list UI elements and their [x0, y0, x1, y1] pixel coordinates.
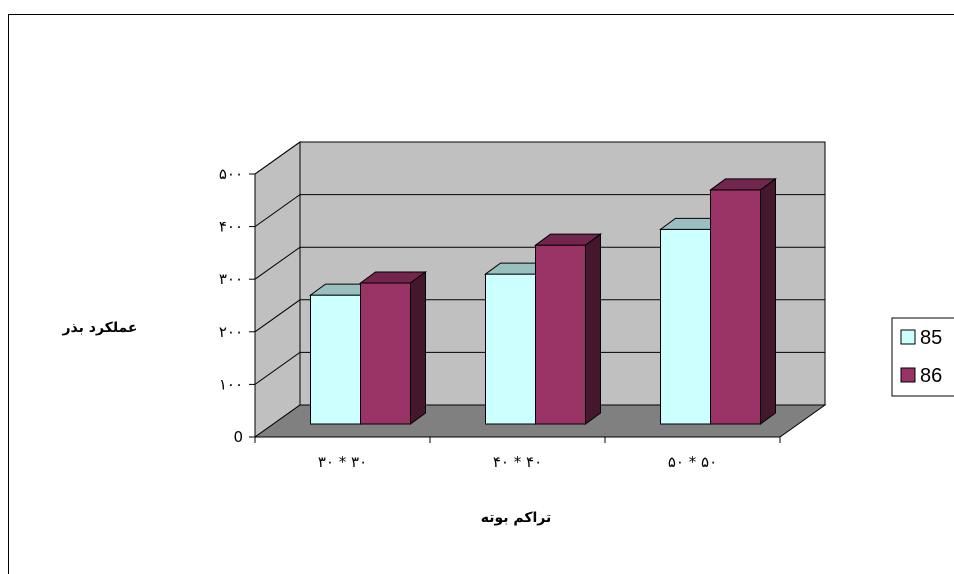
seed-yield-bar-chart: 0 ۱۰۰ ۲۰۰ ۳۰۰ ۴۰۰ ۵۰۰ ۳۰ * ۳۰ ۴۰ * ۴۰ ۵۰ * ۵۰ ع…	[62, 141, 954, 526]
x-category-label: ۴۰ * ۴۰	[493, 453, 542, 471]
x-category-label: ۵۰ * ۵۰	[668, 453, 717, 471]
y-tick-label: ۵۰۰	[219, 165, 243, 183]
axes-group	[249, 173, 781, 443]
bar-side	[585, 233, 601, 425]
y-tick-label: ۴۰۰	[219, 218, 243, 236]
gridline	[254, 194, 825, 228]
y-tick-label: ۳۰۰	[219, 270, 243, 288]
bar-front	[710, 189, 761, 425]
y-axis-title: عملکرد بذر	[62, 320, 138, 336]
bar-front	[660, 228, 711, 425]
x-axis-title: تراکم بوته	[481, 510, 552, 526]
gridline	[254, 299, 825, 333]
x-category-labels: ۳۰ * ۳۰ ۴۰ * ۴۰ ۵۰ * ۵۰	[318, 453, 717, 471]
legend: 85 86	[891, 317, 954, 397]
legend-label-85: 85	[920, 327, 942, 349]
gridline	[254, 141, 825, 175]
y-tick-label: ۲۰۰	[219, 323, 243, 341]
bar-front	[535, 244, 586, 425]
y-tick-label: ۱۰۰	[219, 375, 243, 393]
side-wall	[254, 141, 301, 438]
bar-86-2	[533, 233, 603, 425]
grid-lines	[254, 141, 825, 385]
bar-side	[410, 271, 426, 425]
bar-86-3	[708, 177, 778, 425]
bar-front	[310, 294, 361, 425]
gridline	[254, 351, 825, 385]
legend-swatch-86	[900, 367, 916, 383]
chart-frame	[8, 14, 954, 574]
bars-group	[308, 177, 778, 425]
legend-swatch-85	[900, 329, 916, 345]
bar-86-1	[358, 271, 428, 425]
x-category-label: ۳۰ * ۳۰	[318, 453, 367, 471]
gridline	[254, 246, 825, 280]
bar-front	[485, 273, 536, 425]
bar-side	[760, 177, 776, 425]
y-tick-label: 0	[233, 428, 243, 446]
y-tick-labels: 0 ۱۰۰ ۲۰۰ ۳۰۰ ۴۰۰ ۵۰۰	[219, 165, 243, 446]
bar-front	[360, 282, 411, 425]
legend-label-86: 86	[920, 365, 942, 387]
